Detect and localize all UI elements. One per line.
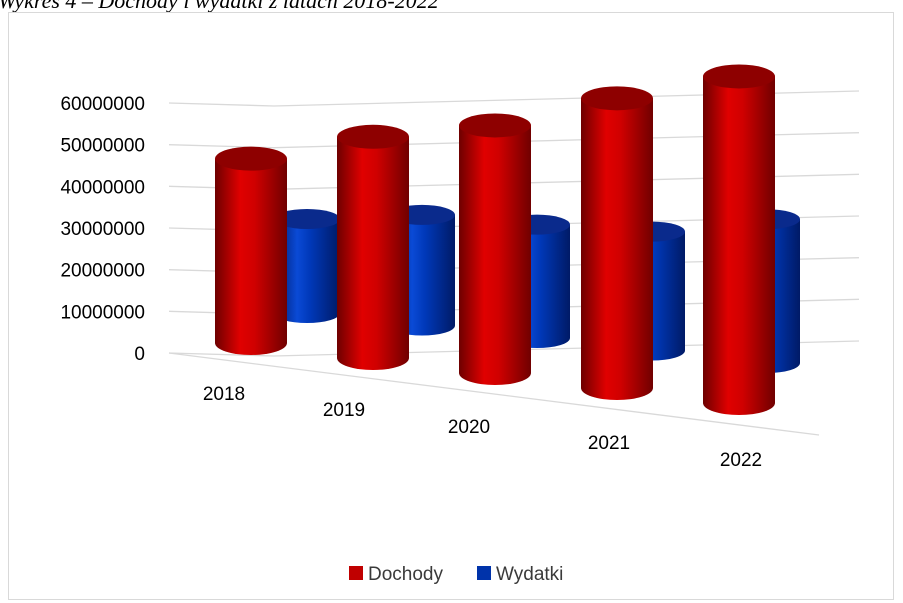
gridline-side	[168, 102, 275, 107]
x-axis-ticks: 2018 2019 2020 2021 2022	[203, 384, 762, 471]
bar-dochody-2021-body	[581, 98, 653, 400]
legend-label-wydatki: Wydatki	[496, 564, 563, 585]
bar-dochody-2019-top	[337, 124, 409, 149]
y-tick-label: 50000000	[60, 136, 145, 157]
bar-dochody-2020	[459, 113, 531, 385]
bar-wydatki-2018-body	[274, 218, 340, 323]
bar-dochody-2018	[215, 146, 287, 355]
bar-dochody-2018-top	[215, 146, 287, 171]
bar-dochody-2020-top	[459, 113, 531, 138]
y-tick-label: 60000000	[60, 94, 145, 115]
bar-dochody-2022-top	[703, 64, 775, 89]
legend-label-dochody: Dochody	[368, 564, 443, 585]
gridline-side	[168, 352, 275, 357]
chart-area: 0 10000000 20000000 30000000 40000000 5000000…	[8, 12, 894, 600]
floor-edge	[168, 352, 820, 436]
x-tick-label-2018: 2018	[203, 384, 245, 405]
chart-caption: Wykres 4 – Dochody i wydatki z latach 20…	[0, 0, 439, 13]
bar-dochody-2022	[703, 64, 775, 415]
bar-dochody-2022-body	[703, 76, 775, 415]
y-tick-label: 30000000	[60, 219, 145, 240]
y-tick-label: 40000000	[60, 177, 145, 198]
bar-dochody-2018-body	[215, 158, 287, 355]
legend-swatch-wydatki	[477, 566, 491, 580]
y-tick-label: 20000000	[60, 261, 145, 282]
bar-dochody-2021	[581, 86, 653, 400]
x-tick-label-2020: 2020	[448, 417, 490, 438]
bar-dochody-2019-body	[337, 136, 409, 370]
dochody-series	[215, 64, 775, 415]
y-tick-label: 0	[134, 344, 145, 365]
bar-dochody-2019	[337, 124, 409, 370]
bar-dochody-2021-top	[581, 86, 653, 111]
legend-swatch-dochody	[349, 566, 363, 580]
y-axis-ticks: 0 10000000 20000000 30000000 40000000 5000000…	[60, 94, 145, 365]
legend: Dochody Wydatki	[349, 564, 563, 585]
bar-wydatki-2018-top	[274, 208, 340, 229]
x-tick-label-2021: 2021	[588, 433, 630, 454]
chart-canvas: 0 10000000 20000000 30000000 40000000 5000000…	[60, 64, 860, 585]
x-tick-label-2022: 2022	[720, 450, 762, 471]
bar-dochody-2020-body	[459, 125, 531, 385]
x-tick-label-2019: 2019	[323, 400, 365, 421]
y-tick-label: 10000000	[60, 302, 145, 323]
bar-wydatki-2018	[274, 208, 340, 323]
